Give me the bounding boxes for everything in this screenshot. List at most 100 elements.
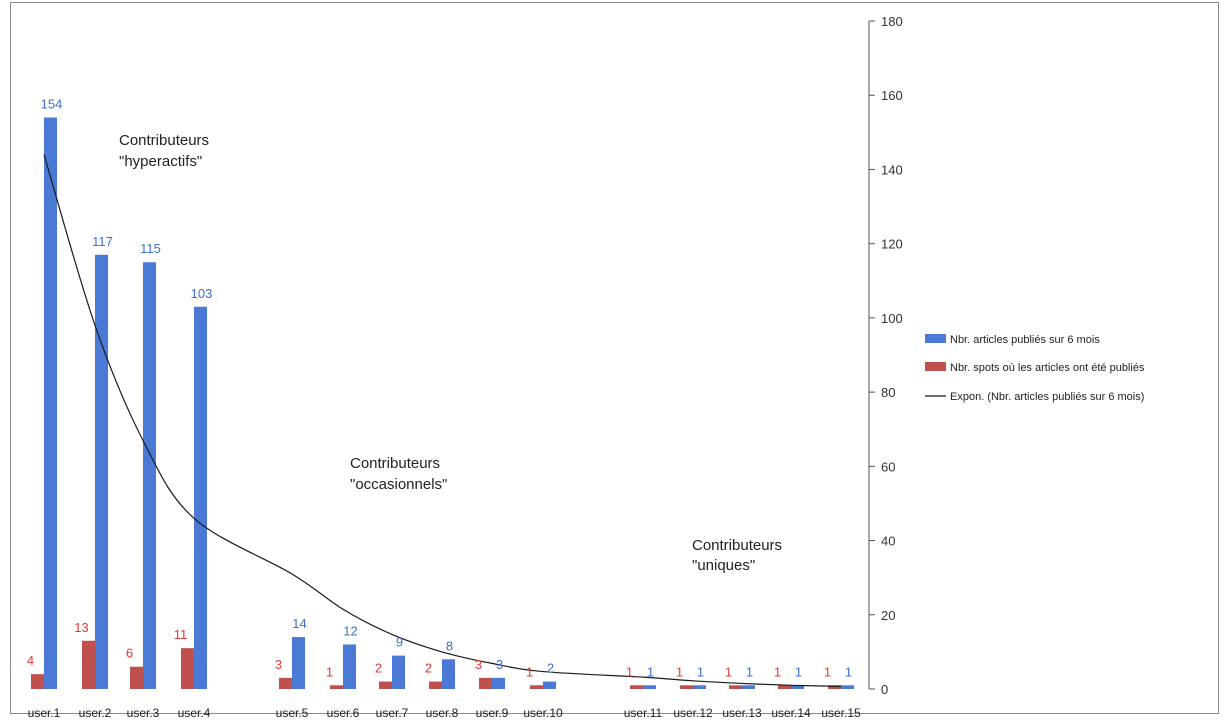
x-tick-label-user.14: user.14 bbox=[771, 706, 811, 720]
y-tick-label-100: 100 bbox=[881, 311, 903, 326]
y-axis: 0 20 40 60 80 100 120 140 160 180 bbox=[868, 14, 903, 697]
bar-spots-user.12 bbox=[680, 685, 693, 689]
bar-articles-user.12 bbox=[693, 685, 706, 689]
value-label-spots-user.6: 1 bbox=[326, 664, 333, 679]
bar-articles-user.5 bbox=[292, 637, 305, 689]
x-tick-label-user.12: user.12 bbox=[673, 706, 713, 720]
bar-spots-user.8 bbox=[429, 681, 442, 689]
legend-swatch-spots bbox=[925, 362, 946, 371]
value-label-spots-user.9: 3 bbox=[475, 657, 482, 672]
bars-layer bbox=[31, 117, 854, 690]
value-label-articles-user.15: 1 bbox=[845, 664, 852, 679]
x-tick-label-user.5: user.5 bbox=[276, 706, 309, 720]
value-label-spots-user.2: 13 bbox=[74, 620, 88, 635]
x-tick-label-user.3: user.3 bbox=[127, 706, 160, 720]
value-label-articles-user.14: 1 bbox=[795, 664, 802, 679]
value-label-articles-user.7: 9 bbox=[396, 635, 403, 650]
annotation-hyperactifs: Contributeurs "hyperactifs" bbox=[119, 132, 209, 170]
bar-spots-user.4 bbox=[181, 648, 194, 689]
x-tick-label-user.15: user.15 bbox=[821, 706, 861, 720]
bar-articles-user.15 bbox=[841, 685, 854, 689]
bar-spots-user.6 bbox=[330, 685, 343, 689]
value-label-articles-user.6: 12 bbox=[343, 623, 357, 638]
x-tick-label-user.9: user.9 bbox=[476, 706, 509, 720]
value-label-articles-user.11: 1 bbox=[647, 664, 654, 679]
x-axis-labels: user.1 user.2 user.3 user.4 user.5 user.6 user… bbox=[28, 706, 861, 720]
bar-articles-user.13 bbox=[742, 685, 755, 689]
legend-entry-spots: Nbr. spots où les articles ont été publi… bbox=[925, 362, 1145, 374]
bar-articles-user.2 bbox=[95, 254, 108, 690]
value-label-articles-user.8: 8 bbox=[446, 638, 453, 653]
bar-articles-user.3 bbox=[143, 262, 156, 689]
bar-spots-user.5 bbox=[279, 677, 292, 689]
y-tick-label-180: 180 bbox=[881, 14, 903, 29]
value-label-articles-user.13: 1 bbox=[746, 664, 753, 679]
value-label-spots-user.13: 1 bbox=[725, 664, 732, 679]
legend-entry-articles: Nbr. articles publiés sur 6 mois bbox=[925, 334, 1100, 346]
value-label-articles-user.3: 115 bbox=[140, 241, 161, 256]
y-tick-label-80: 80 bbox=[881, 385, 895, 400]
x-tick-label-user.8: user.8 bbox=[426, 706, 459, 720]
legend: Nbr. articles publiés sur 6 mois Nbr. sp… bbox=[925, 334, 1145, 403]
x-tick-label-user.2: user.2 bbox=[79, 706, 112, 720]
trendline-layer bbox=[43, 154, 842, 688]
bar-articles-user.11 bbox=[643, 685, 656, 689]
bar-spots-user.2 bbox=[82, 640, 95, 689]
bar-articles-user.6 bbox=[343, 644, 356, 689]
value-label-spots-user.5: 3 bbox=[275, 657, 282, 672]
x-tick-label-user.11: user.11 bbox=[624, 706, 663, 720]
bar-spots-user.10 bbox=[530, 685, 543, 689]
legend-entry-trendline: Expon. (Nbr. articles publiés sur 6 mois… bbox=[925, 391, 1144, 403]
bar-articles-user.7 bbox=[392, 655, 405, 689]
y-tick-label-0: 0 bbox=[881, 682, 888, 697]
value-label-spots-user.11: 1 bbox=[626, 664, 633, 679]
annotation-uniques-line2: "uniques" bbox=[692, 557, 755, 574]
bar-spots-user.15 bbox=[828, 685, 841, 689]
bar-articles-user.10 bbox=[543, 681, 556, 689]
value-label-spots-user.10: 1 bbox=[526, 664, 533, 679]
value-label-spots-user.3: 6 bbox=[126, 646, 133, 661]
x-tick-label-user.1: user.1 bbox=[28, 706, 61, 720]
trendline-exponential bbox=[43, 154, 842, 688]
annotation-hyperactifs-line2: "hyperactifs" bbox=[119, 153, 202, 170]
y-tick-label-140: 140 bbox=[881, 162, 903, 177]
value-label-articles-user.9: 3 bbox=[496, 657, 503, 672]
value-label-articles-user.4: 103 bbox=[191, 286, 213, 301]
bar-articles-user.9 bbox=[492, 677, 505, 689]
bar-spots-user.7 bbox=[379, 681, 392, 689]
bar-spots-user.14 bbox=[778, 685, 791, 689]
y-tick-label-120: 120 bbox=[881, 237, 903, 252]
annotation-uniques-line1: Contributeurs bbox=[692, 537, 782, 554]
legend-label-articles: Nbr. articles publiés sur 6 mois bbox=[950, 334, 1100, 346]
value-label-articles-user.12: 1 bbox=[697, 664, 704, 679]
annotation-occasionnels-line1: Contributeurs bbox=[350, 455, 440, 472]
bar-spots-user.13 bbox=[729, 685, 742, 689]
value-label-spots-user.15: 1 bbox=[824, 664, 831, 679]
legend-label-trendline: Expon. (Nbr. articles publiés sur 6 mois… bbox=[950, 391, 1144, 403]
bar-articles-user.8 bbox=[442, 659, 455, 689]
annotation-occasionnels: Contributeurs "occasionnels" bbox=[350, 455, 447, 493]
bar-spots-user.3 bbox=[130, 666, 143, 689]
value-label-articles-user.5: 14 bbox=[292, 616, 306, 631]
x-tick-label-user.13: user.13 bbox=[722, 706, 762, 720]
bar-spots-user.9 bbox=[479, 677, 492, 689]
value-label-spots-user.8: 2 bbox=[425, 661, 432, 676]
annotation-hyperactifs-line1: Contributeurs bbox=[119, 132, 209, 149]
bar-spots-user.1 bbox=[31, 674, 44, 689]
bar-spots-user.11 bbox=[630, 685, 643, 689]
y-tick-label-40: 40 bbox=[881, 534, 895, 549]
value-label-spots-user.1: 4 bbox=[27, 653, 34, 668]
value-label-articles-user.1: 154 bbox=[41, 96, 63, 111]
value-label-spots-user.14: 1 bbox=[774, 664, 781, 679]
x-tick-label-user.7: user.7 bbox=[376, 706, 409, 720]
y-tick-label-20: 20 bbox=[881, 608, 895, 623]
legend-label-spots: Nbr. spots où les articles ont été publi… bbox=[950, 362, 1145, 374]
value-label-articles-user.2: 117 bbox=[92, 234, 113, 249]
value-label-spots-user.7: 2 bbox=[375, 661, 382, 676]
annotation-occasionnels-line2: "occasionnels" bbox=[350, 476, 447, 493]
bar-articles-user.14 bbox=[791, 685, 804, 689]
y-tick-label-60: 60 bbox=[881, 459, 895, 474]
bar-articles-user.1 bbox=[44, 117, 57, 689]
